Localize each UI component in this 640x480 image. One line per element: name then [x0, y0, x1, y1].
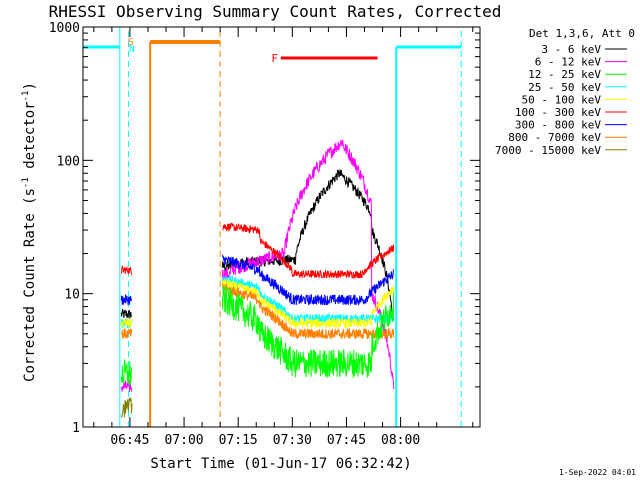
series-300-800-kev: [120, 254, 395, 307]
series-6-12-kev: [120, 139, 395, 392]
y-label-mid: detector: [22, 101, 38, 177]
legend-label: 3 - 6 keV: [541, 43, 601, 56]
legend-label: 300 - 800 keV: [515, 119, 601, 132]
x-tick-label: 07:15: [219, 433, 258, 448]
legend-label: 800 - 7000 keV: [508, 131, 601, 144]
y-tick-label: 100: [57, 154, 80, 169]
y-axis-label: Corrected Count Rate (s-1 detector-1): [21, 82, 38, 382]
series-segment: [120, 328, 133, 339]
legend-label: 6 - 12 keV: [535, 56, 602, 69]
chart-title: RHESSI Observing Summary Count Rates, Co…: [49, 2, 502, 21]
x-tick-label: 08:00: [381, 433, 420, 448]
timestamp: 1-Sep-2022 04:01: [559, 468, 636, 477]
x-axis-ticks: 06:45 07:00 07:15 07:30 07:45 08:00: [93, 27, 474, 448]
y-label-sup2: -1: [21, 91, 31, 102]
series-7000-15000-kev: [120, 397, 133, 418]
legend-label: 12 - 25 keV: [528, 68, 601, 81]
orbit-bands: SN F: [83, 27, 462, 427]
x-axis-label: Start Time (01-Jun-17 06:32:42): [150, 456, 411, 472]
legend-header: Det 1,3,6, Att 0: [529, 27, 635, 40]
series-segment: [120, 380, 133, 392]
series-12-25-kev: [120, 285, 395, 386]
x-tick-label: 07:30: [273, 433, 312, 448]
x-tick-label: 07:45: [327, 433, 366, 448]
y-label-sup1: -1: [21, 177, 31, 188]
series-segment: [120, 264, 133, 276]
series-segment: [221, 282, 395, 340]
saa-flag-label: S: [128, 37, 134, 48]
y-tick-label: 10: [64, 288, 80, 303]
y-label-end: ): [22, 82, 38, 90]
y-label-main: Corrected Count Rate (s: [22, 188, 38, 382]
series-segment: [221, 285, 395, 379]
count-rate-curves: [120, 139, 395, 418]
legend-label: 25 - 50 keV: [528, 81, 601, 94]
series-segment: [120, 397, 133, 418]
x-tick-label: 06:45: [110, 433, 149, 448]
series-100-300-kev: [120, 222, 395, 279]
series-segment: [120, 308, 133, 319]
x-tick-label: 07:00: [164, 433, 203, 448]
y-tick-label: 1000: [49, 21, 80, 36]
legend-label: 50 - 100 keV: [522, 93, 602, 106]
series-segment: [221, 139, 395, 390]
y-axis-ticks: 1 10 100 1000: [49, 21, 480, 436]
night-flag-label: N: [129, 44, 135, 55]
series-segment: [221, 254, 395, 307]
series-segment: [222, 222, 395, 279]
series-segment: [120, 318, 133, 328]
legend-label: 100 - 300 keV: [515, 106, 601, 119]
series-800-7000-kev: [120, 282, 395, 340]
flare-flag-label: F: [271, 52, 278, 65]
y-tick-label: 1: [72, 421, 80, 436]
legend-label: 7000 - 15000 keV: [495, 144, 601, 157]
series-segment: [120, 358, 132, 386]
plot-frame: [82, 26, 481, 428]
series-segment: [120, 294, 133, 306]
